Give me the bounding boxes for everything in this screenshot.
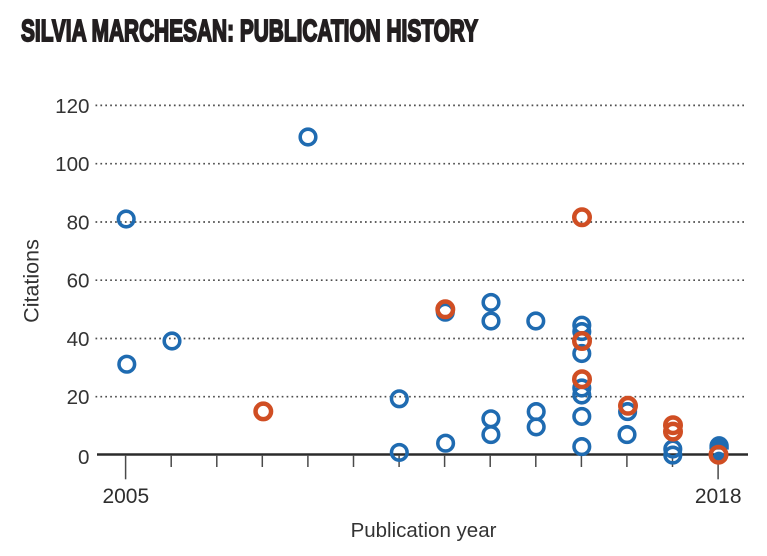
svg-text:60: 60 [67, 270, 90, 293]
svg-text:SILVIA MARCHESAN: PUBLICATION: SILVIA MARCHESAN: PUBLICATION HISTORY [21, 14, 478, 48]
svg-text:Citations: Citations [20, 239, 44, 323]
svg-text:2005: 2005 [102, 485, 149, 508]
svg-text:80: 80 [67, 212, 90, 235]
svg-text:2018: 2018 [695, 485, 742, 508]
svg-text:120: 120 [55, 95, 89, 118]
svg-text:40: 40 [67, 328, 90, 351]
svg-text:100: 100 [55, 153, 89, 176]
svg-text:Publication year: Publication year [351, 519, 497, 542]
svg-text:20: 20 [67, 386, 90, 409]
svg-text:0: 0 [78, 446, 89, 469]
